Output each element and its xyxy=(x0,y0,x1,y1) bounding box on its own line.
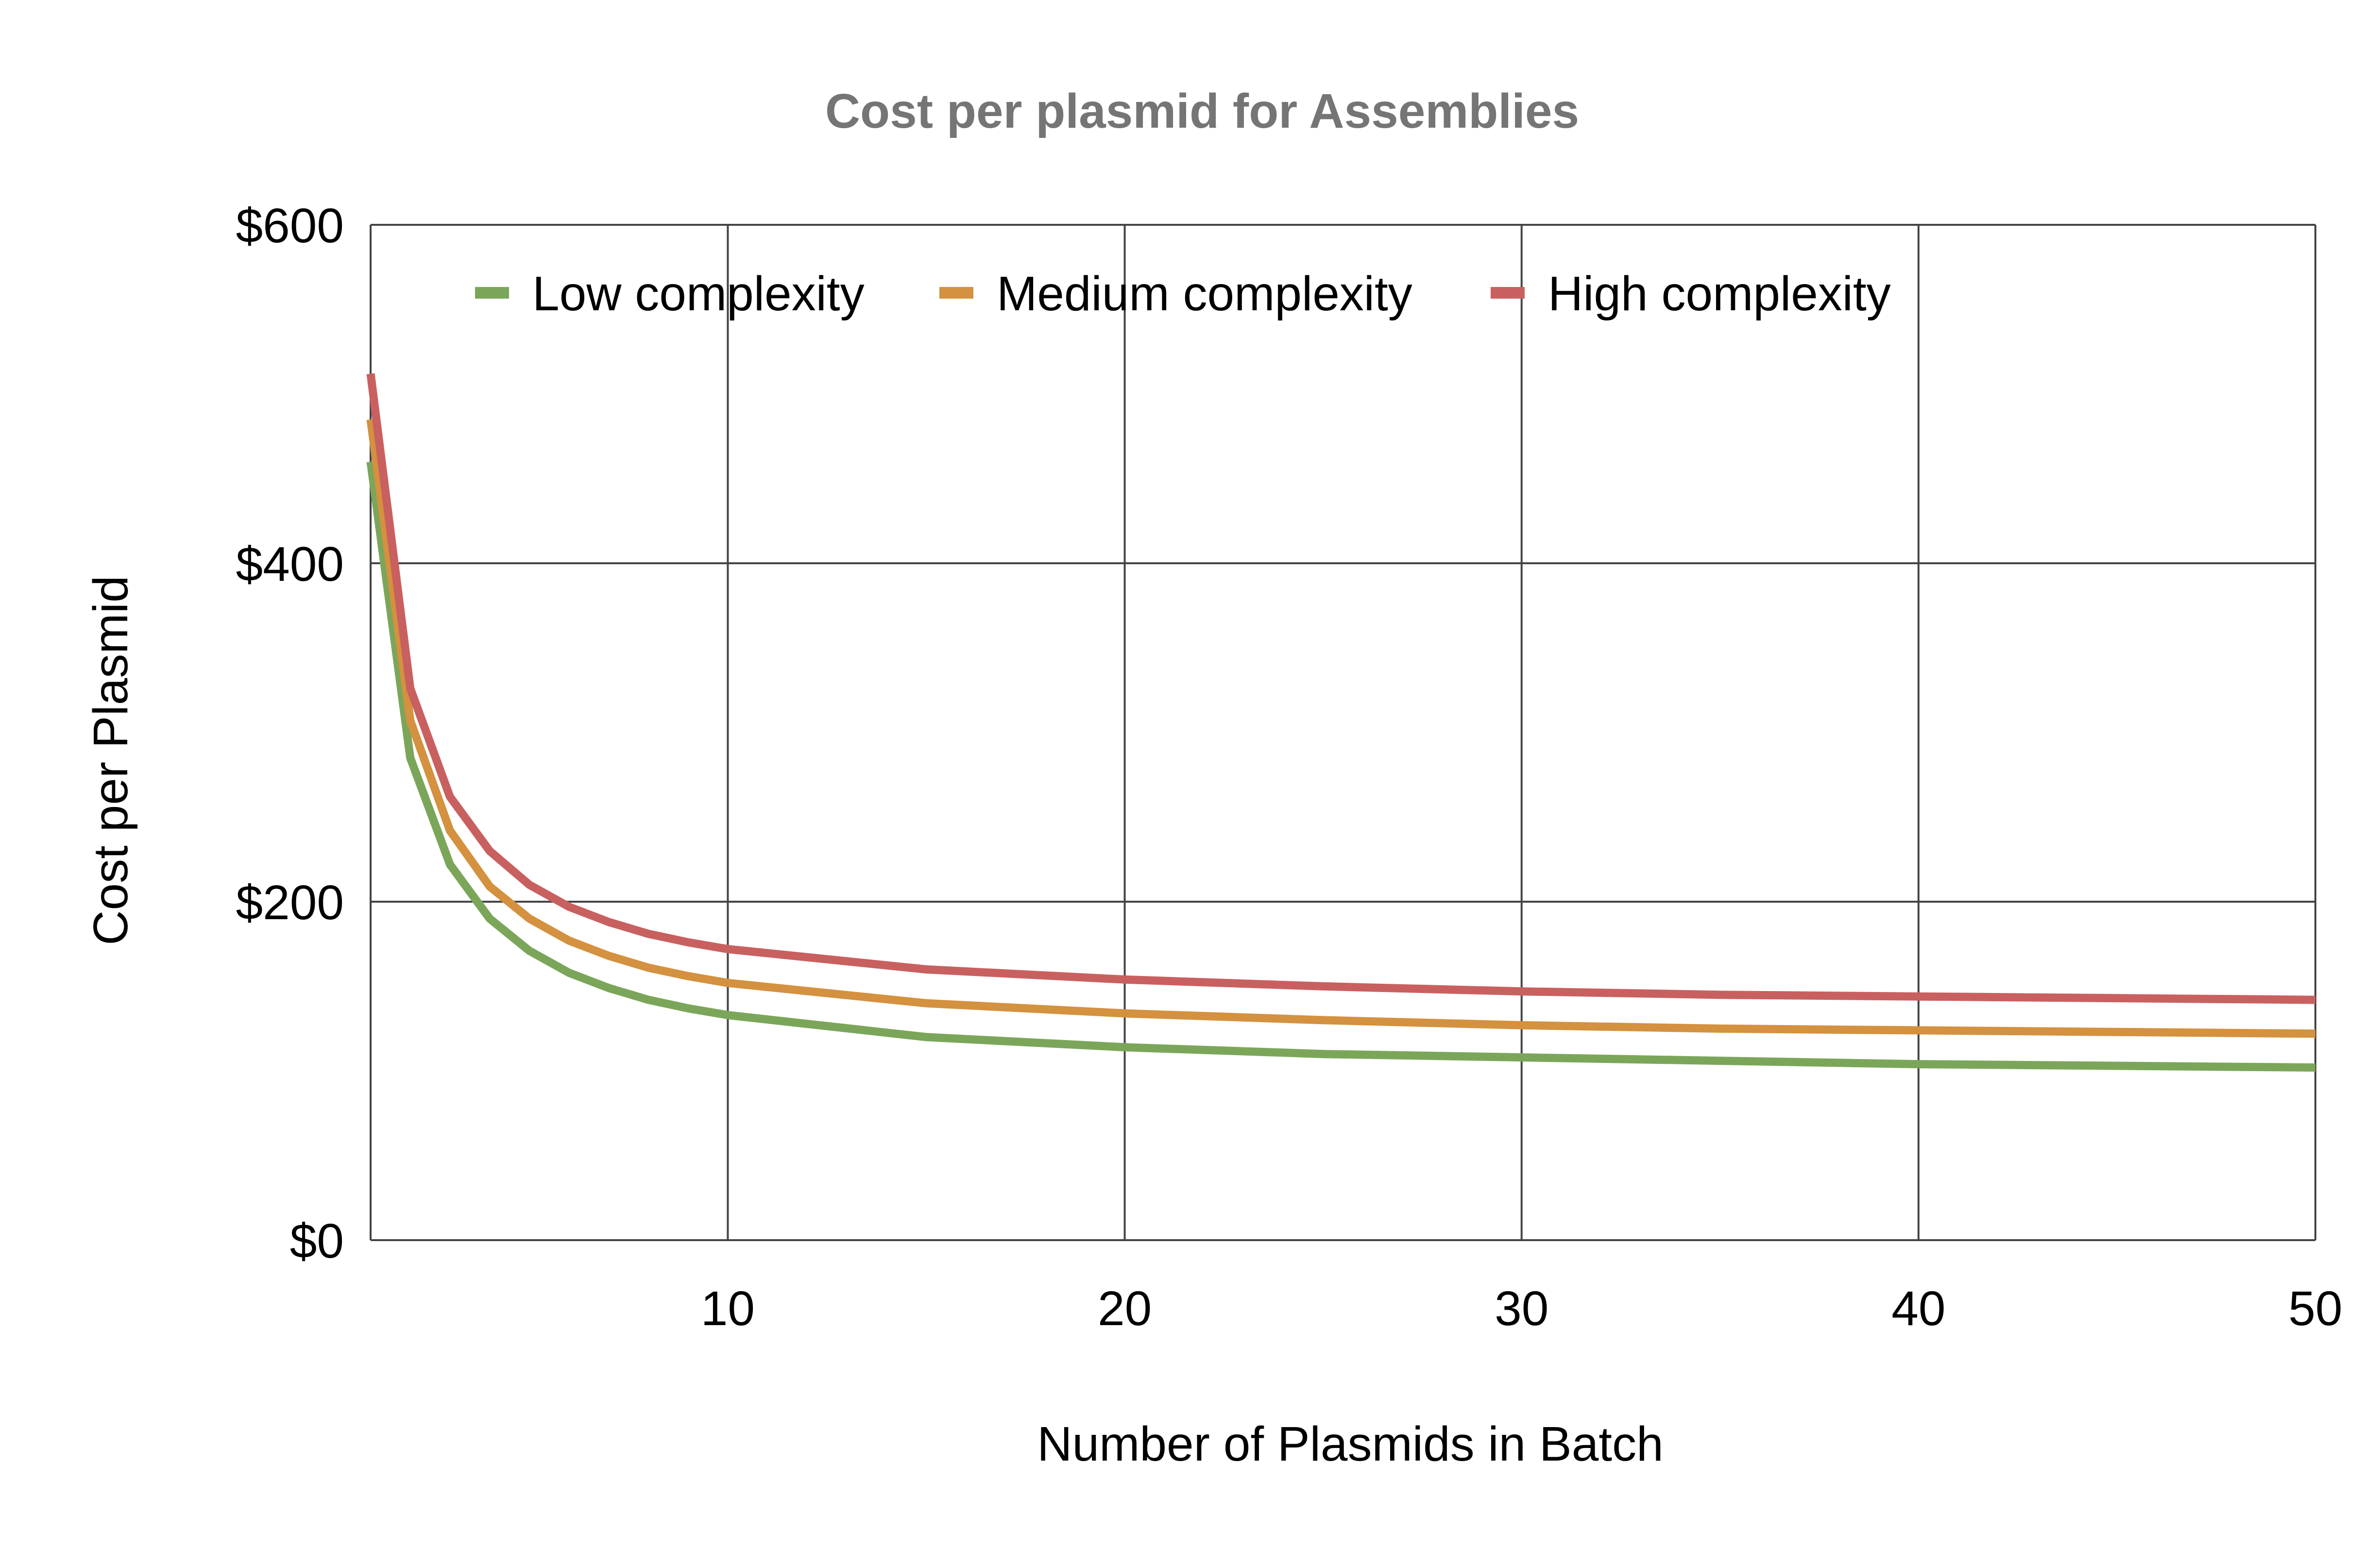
legend-swatch-medium-complexity xyxy=(939,287,973,299)
series-line-high-complexity xyxy=(366,373,2316,1004)
legend-swatch-high-complexity xyxy=(1491,287,1525,299)
legend: Low complexity Medium complexity High comp… xyxy=(475,267,1891,321)
series-layer xyxy=(366,373,2316,1072)
y-tick-label: $200 xyxy=(236,875,344,930)
x-tick-label: 50 xyxy=(2288,1281,2342,1336)
legend-label-medium-complexity: Medium complexity xyxy=(997,267,1412,321)
y-axis-title: Cost per Plasmid xyxy=(84,575,138,945)
y-tick-label: $0 xyxy=(290,1214,344,1268)
legend-swatch-low-complexity xyxy=(475,287,509,299)
y-tick-label: $400 xyxy=(236,537,344,591)
series-line-medium-complexity xyxy=(366,419,2316,1038)
x-tick-label: 40 xyxy=(1891,1281,1945,1336)
legend-label-high-complexity: High complexity xyxy=(1548,267,1891,321)
x-tick-label: 10 xyxy=(701,1281,755,1336)
grid xyxy=(370,224,2316,1241)
x-axis-title: Number of Plasmids in Batch xyxy=(1037,1417,1663,1471)
chart-title: Cost per plasmid for Assemblies xyxy=(825,84,1579,138)
y-tick-label: $600 xyxy=(236,199,344,253)
x-tick-label: 20 xyxy=(1098,1281,1152,1336)
x-tick-label: 30 xyxy=(1495,1281,1548,1336)
series-line-low-complexity xyxy=(366,461,2316,1072)
legend-label-low-complexity: Low complexity xyxy=(532,267,865,321)
tick-labels: $0 $200 $400 $600 10 20 30 40 50 xyxy=(236,199,2343,1336)
